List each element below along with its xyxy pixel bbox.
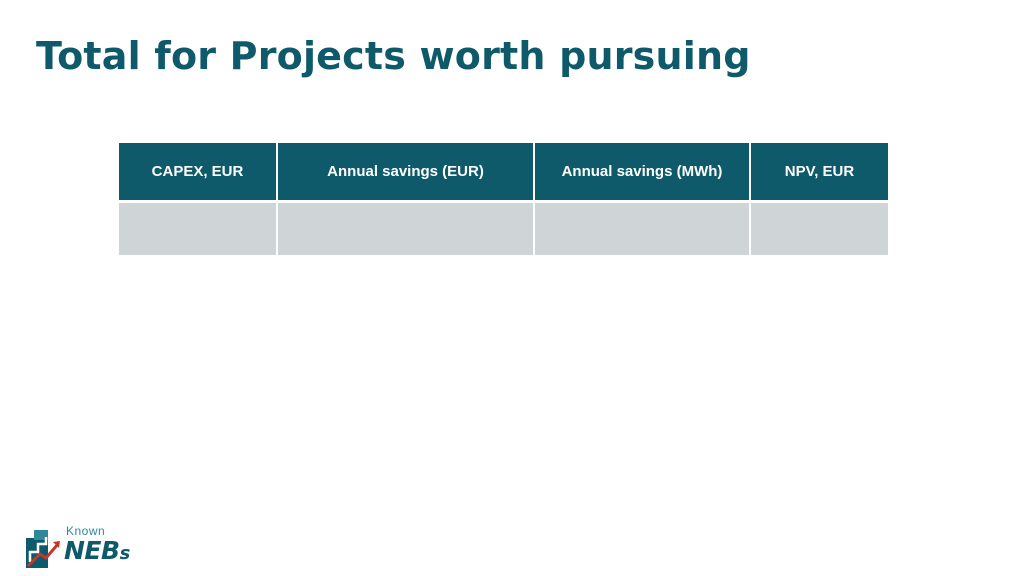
cell-annual-savings-eur — [277, 201, 535, 255]
header-capex: CAPEX, EUR — [119, 143, 278, 203]
cell-capex — [119, 201, 278, 255]
known-nebs-logo: Known NEBs — [26, 524, 150, 568]
logo-nebs-text: NEBs — [64, 536, 130, 565]
header-npv: NPV, EUR — [750, 143, 888, 203]
cell-annual-savings-mwh — [534, 201, 751, 255]
logo-known-text: Known — [66, 524, 106, 538]
table-row — [119, 201, 888, 255]
table-header-row: CAPEX, EUR Annual savings (EUR) Annual s… — [119, 143, 888, 203]
header-annual-savings-eur: Annual savings (EUR) — [277, 143, 535, 203]
totals-table: CAPEX, EUR Annual savings (EUR) Annual s… — [119, 143, 888, 255]
cell-npv — [750, 201, 888, 255]
slide-title: Total for Projects worth pursuing — [36, 34, 751, 78]
logo-nebs-suffix: s — [119, 543, 131, 564]
logo-nebs-main: NEB — [64, 536, 120, 565]
staircase-arrow-icon — [26, 530, 60, 568]
header-annual-savings-mwh: Annual savings (MWh) — [534, 143, 751, 203]
